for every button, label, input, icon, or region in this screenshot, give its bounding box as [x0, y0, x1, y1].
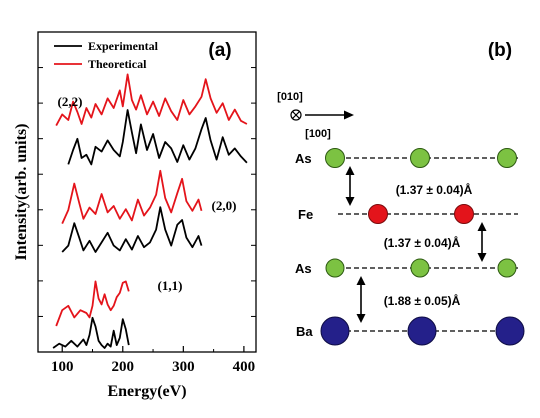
group-label: (2,2)	[58, 94, 83, 109]
panel-label-b: (b)	[488, 40, 512, 61]
direction-100-label: [100]	[305, 128, 331, 140]
atom-as	[497, 148, 517, 168]
series-line-theoretical	[55, 73, 248, 127]
x-tick-label: 300	[172, 359, 195, 375]
series-line-theoretical	[61, 169, 203, 224]
spacing-label-as-ba: (1.88 ± 0.05)Å	[384, 293, 461, 308]
series-line-experimental	[52, 316, 130, 349]
element-label-as-bottom: As	[295, 261, 312, 276]
element-label-ba: Ba	[296, 324, 313, 339]
spacing-label-fe-as: (1.37 ± 0.04)Å	[384, 235, 461, 250]
legend: Experimental Theoretical	[54, 39, 159, 71]
series-line-theoretical	[55, 280, 130, 327]
spacing-label-as-fe: (1.37 ± 0.04)Å	[396, 182, 473, 197]
panel-b: (b) [010] [100] As Fe As Ba	[277, 40, 525, 346]
x-tick-label: 200	[112, 359, 135, 375]
group-label: (2,0)	[212, 198, 237, 213]
element-label-fe: Fe	[298, 207, 313, 222]
group-label-group: (2,2) (2,0) (1,1)	[58, 94, 237, 293]
tick-group: 100 200 300 400	[38, 67, 256, 375]
x-tick-label: 100	[51, 359, 74, 375]
y-axis-label: Intensity(arb. units)	[13, 124, 30, 261]
atom-as	[410, 148, 430, 168]
series-line-experimental	[61, 206, 203, 253]
atom-fe	[454, 204, 474, 224]
atom-ba	[407, 316, 437, 346]
element-label-as-top: As	[295, 151, 312, 166]
atom-ba	[320, 316, 350, 346]
into-page-icon	[290, 109, 302, 121]
series-line-experimental	[67, 109, 248, 166]
atom-ba	[495, 316, 525, 346]
spacing-arrow-as-ba	[356, 276, 366, 323]
panel-label-a: (a)	[208, 40, 231, 61]
spacing-arrow-fe-as	[477, 222, 487, 262]
atom-as	[325, 258, 345, 278]
x-axis-label: Energy(eV)	[107, 383, 186, 400]
legend-label-theoretical: Theoretical	[88, 57, 147, 71]
atom-as	[497, 258, 517, 278]
direction-arrowhead-icon	[344, 110, 354, 120]
panel-a: 100 200 300 400 (2,2) (2,0) (1,1) (a) Experim…	[13, 31, 257, 400]
spacing-arrow-as-fe	[345, 166, 355, 206]
plot-frame	[37, 31, 257, 353]
series-group	[52, 73, 248, 349]
direction-010-label: [010]	[277, 91, 303, 103]
group-label: (1,1)	[158, 278, 183, 293]
atom-fe	[368, 204, 388, 224]
x-tick-label: 400	[233, 359, 256, 375]
atom-as	[325, 148, 345, 168]
legend-label-experimental: Experimental	[88, 39, 159, 53]
atom-as	[410, 258, 430, 278]
